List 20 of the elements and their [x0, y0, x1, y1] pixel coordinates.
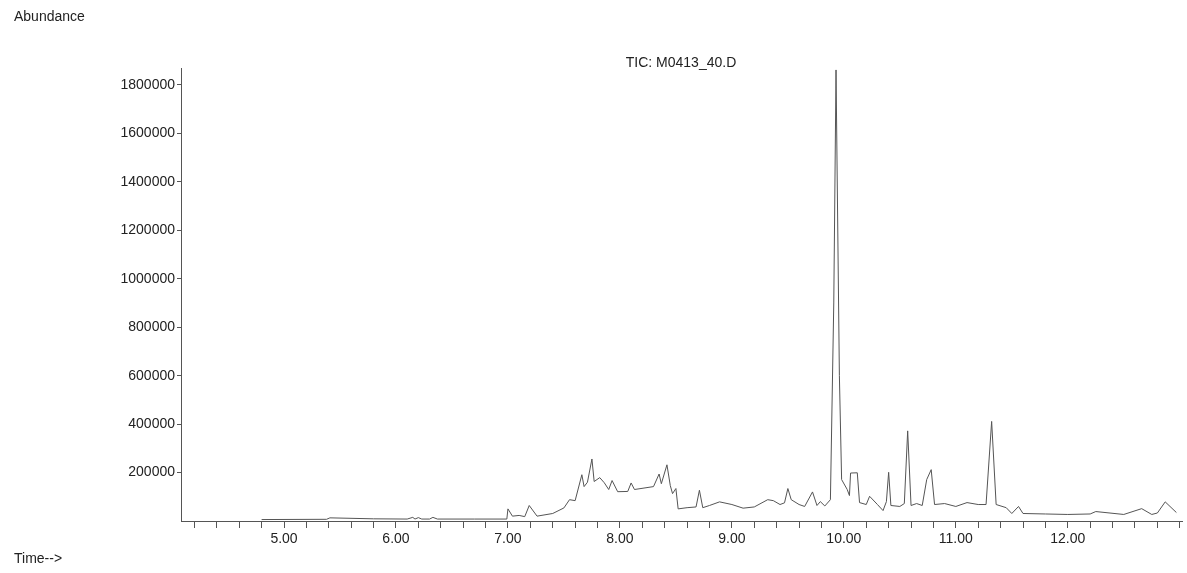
- chart-title: TIC: M0413_40.D: [625, 54, 737, 70]
- x-tick-label: 10.00: [826, 530, 862, 547]
- x-tick-label: 12.00: [1050, 530, 1086, 547]
- y-tick-label: 400000: [128, 414, 176, 431]
- y-tick-label: 1800000: [120, 75, 176, 92]
- x-axis-title: Time-->: [14, 550, 63, 566]
- y-tick-label: 1200000: [120, 221, 176, 238]
- y-tick-label: 1400000: [120, 172, 176, 189]
- x-tick-label: 9.00: [718, 530, 746, 547]
- x-tick-label: 8.00: [606, 530, 634, 547]
- y-tick-label: 1600000: [120, 124, 176, 141]
- x-tick-label: 11.00: [938, 530, 974, 547]
- y-tick-label: 200000: [128, 463, 176, 480]
- y-axis-title: Abundance: [14, 8, 85, 24]
- y-tick-label: 800000: [128, 318, 176, 335]
- x-tick-label: 5.00: [270, 530, 298, 547]
- y-tick-label: 600000: [128, 366, 176, 383]
- y-tick-label: 1000000: [120, 269, 176, 286]
- x-tick-label: 7.00: [494, 530, 522, 547]
- x-tick-label: 6.00: [382, 530, 410, 547]
